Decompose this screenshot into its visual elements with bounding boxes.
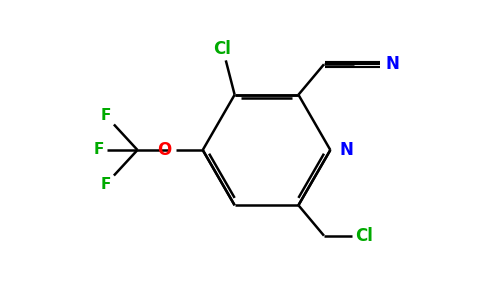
Text: O: O (158, 141, 172, 159)
Text: F: F (94, 142, 104, 158)
Text: Cl: Cl (213, 40, 231, 58)
Text: Cl: Cl (355, 227, 373, 245)
Text: N: N (339, 141, 353, 159)
Text: N: N (385, 55, 399, 73)
Text: F: F (101, 107, 111, 122)
Text: F: F (101, 178, 111, 193)
